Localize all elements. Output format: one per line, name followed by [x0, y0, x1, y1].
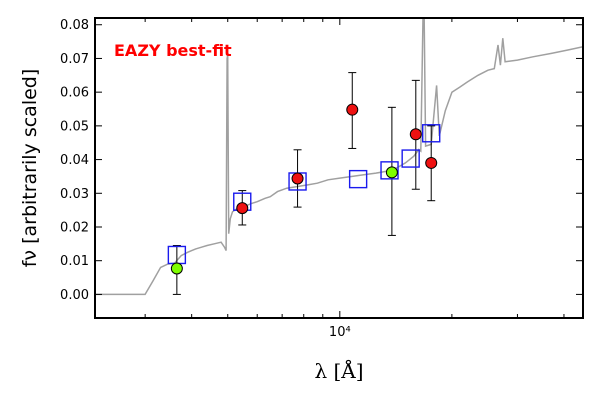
y-axis-label: fν [arbitrarily scaled]	[19, 69, 41, 268]
observed-point-0	[170, 262, 183, 275]
plot-inner	[95, 18, 583, 296]
y-tick-label-7: 0.07	[60, 52, 89, 67]
observed-point-1	[236, 202, 249, 215]
y-tick-label-2: 0.02	[60, 220, 89, 235]
model-box-6	[422, 124, 441, 143]
x-tick-label-1e4: 10⁴	[329, 325, 351, 340]
x-axis-label: λ [Å]	[314, 358, 363, 383]
model-box-4	[380, 161, 399, 180]
model-box-5	[401, 149, 420, 168]
axes: 0.00 0.01 0.02 0.03 0.04 0.05 0.06 0.07 0.08	[60, 17, 584, 319]
observed-point-2	[291, 172, 304, 185]
y-tick-label-8: 0.08	[60, 18, 89, 33]
model-box-3	[348, 169, 368, 189]
observed-point-3	[346, 103, 359, 116]
y-tick-label-4: 0.04	[60, 153, 89, 168]
y-tick-label-5: 0.05	[60, 119, 89, 134]
template-sed-line	[95, 18, 583, 296]
observed-point-4	[385, 166, 398, 179]
y-tick-label-6: 0.06	[60, 86, 89, 101]
y-tick-label-1: 0.01	[60, 254, 89, 269]
y-tick-label-0: 0.00	[60, 288, 89, 303]
observed-point-6	[425, 156, 438, 169]
eazy-annotation: EAZY best-fit	[114, 41, 232, 60]
observed-point-5	[409, 128, 422, 141]
labels: λ [Å] fν [arbitrarily scaled] 10⁴ EAZY b…	[19, 41, 364, 383]
plot-frame	[94, 17, 584, 319]
y-tick-label-3: 0.03	[60, 187, 89, 202]
plot-area	[95, 18, 583, 296]
